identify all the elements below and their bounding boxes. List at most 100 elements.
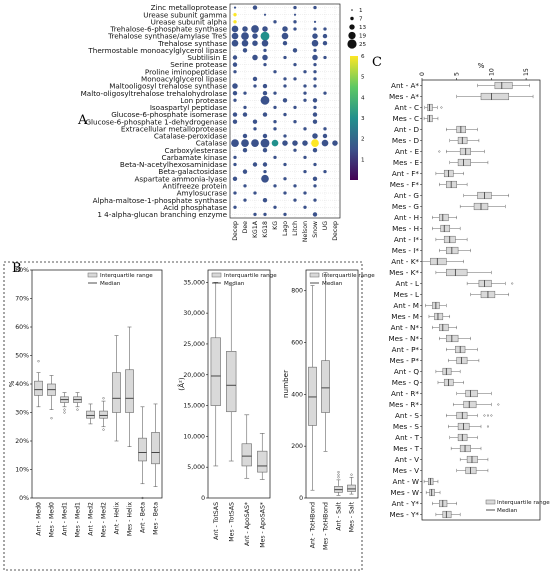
category-label: Ant - Beta <box>140 502 147 533</box>
dot-marker <box>233 98 237 102</box>
category-label: Mes - R* <box>389 400 420 409</box>
dot-marker <box>293 62 297 67</box>
dot-marker <box>283 191 287 195</box>
dot-marker <box>233 13 237 17</box>
iqr-box <box>442 367 452 376</box>
enzyme-label: Malto-oligosyltrehalose trehalohydrolase <box>81 89 228 98</box>
dot-marker <box>323 91 327 95</box>
enzyme-label: Trehalose-6-phosphate synthase <box>109 25 227 34</box>
iqr-box <box>138 437 147 462</box>
outlier <box>50 417 53 420</box>
dot-marker <box>231 25 239 33</box>
outlier <box>76 408 79 411</box>
dot-marker <box>232 55 238 60</box>
iqr-box <box>480 92 510 101</box>
dot-marker <box>313 105 317 110</box>
panel-b-middle-boxplot: 0 5,000 10,000 15,000 20,000 25,000 30,000 35,0… <box>177 269 277 548</box>
y-tick-label: 80% <box>15 267 29 274</box>
dot-marker <box>233 205 237 209</box>
enzyme-label: Subtilisin E <box>187 53 227 62</box>
dot-marker <box>273 120 277 124</box>
dot-marker <box>260 31 270 41</box>
y-tick-label: 15,000 <box>183 403 205 410</box>
category-label: Mes - V <box>393 466 420 475</box>
dot-marker <box>242 169 248 174</box>
dot-marker <box>303 91 307 95</box>
dot-marker <box>263 169 267 174</box>
enzyme-label: Trehalose synthase/amylase TreS <box>107 32 227 41</box>
iqr-box <box>99 410 108 419</box>
dot-marker <box>262 162 268 167</box>
iqr-box <box>86 410 95 419</box>
legend-swatch-iqr <box>485 499 496 505</box>
x-tick-label: 5 <box>454 72 461 76</box>
outlier <box>337 470 340 474</box>
dot-marker <box>262 133 268 139</box>
enzyme-label: Maltooligosyl trehalose synthase <box>109 82 227 91</box>
dot-marker <box>262 83 268 89</box>
category-label: Mes - G <box>392 202 419 211</box>
legend-swatch-iqr <box>211 272 222 278</box>
size-legend-dot <box>349 24 355 30</box>
enzyme-label: 1 4-alpha-glucan branching enzyme <box>97 210 227 219</box>
size-legend-label: 19 <box>359 34 367 40</box>
legend-label-median: Median <box>497 508 518 514</box>
iqr-box <box>446 268 468 277</box>
dot-marker <box>282 41 288 46</box>
dot-marker <box>232 119 238 124</box>
dot-marker <box>273 205 277 209</box>
category-label: Mes - N* <box>388 334 419 343</box>
category-label: Mes - C <box>392 114 419 123</box>
legend-label-median: Median <box>100 281 121 287</box>
outlier <box>102 428 105 431</box>
size-legend-dot <box>348 31 356 40</box>
panel-c-boxplot: % 0 5 10 15 Ant - A* Mes - A* Ant - C Mes - C Ant… <box>388 61 550 521</box>
enzyme-label: Amylosucrase <box>177 189 228 198</box>
iqr-box <box>430 257 447 266</box>
dot-marker <box>242 133 248 139</box>
dot-marker <box>303 98 307 102</box>
dot-marker <box>303 205 307 209</box>
y-tick-label: 10,000 <box>183 433 205 440</box>
dot-marker <box>243 91 247 95</box>
dot-marker <box>313 20 317 23</box>
category-label: Ant - I* <box>394 235 420 244</box>
dot-marker <box>303 155 307 160</box>
category-label: Ant - W <box>392 477 419 486</box>
legend-label-iqr: Interquartile range <box>224 273 277 279</box>
y-tick-label: 400 <box>291 391 303 398</box>
y-tick-label: 70% <box>15 296 29 303</box>
dot-marker <box>282 98 288 103</box>
dot-marker <box>293 184 297 188</box>
size-legend-dot <box>350 16 354 21</box>
iqr-box <box>112 372 121 413</box>
dot-marker <box>283 134 287 138</box>
y-tick-label: 600 <box>291 340 303 347</box>
dot-marker <box>313 62 317 67</box>
enzyme-label: Lon protease <box>180 96 227 105</box>
legend-label-iqr: Interquartile range <box>497 500 550 506</box>
dot-marker <box>243 198 247 202</box>
category-label: Mes - TotSAS <box>228 502 235 542</box>
category-label: Mes - T <box>393 444 420 453</box>
enzyme-label: Glucose-6-phosphate isomerase <box>111 110 227 119</box>
size-legend-label: 1 <box>359 8 363 14</box>
site-label: KG18 <box>262 221 269 238</box>
dot-marker <box>311 39 319 47</box>
category-label: Ant - Med1 <box>62 502 69 536</box>
category-label: Ant - Med2 <box>88 502 95 536</box>
y-tick-label: 0% <box>19 495 29 502</box>
dot-marker <box>252 119 258 124</box>
category-label: Ant - E <box>395 147 419 156</box>
dot-marker <box>323 127 327 131</box>
site-label: Snow <box>312 221 319 238</box>
dot-marker <box>312 176 318 181</box>
category-label: Ant - P* <box>392 345 420 354</box>
legend-label-median: Median <box>224 281 245 287</box>
legend-swatch-iqr <box>87 272 98 278</box>
dot-marker <box>243 105 247 110</box>
dot-marker <box>313 27 317 31</box>
dot-marker <box>241 139 249 147</box>
enzyme-label: Carboxylesterase <box>164 146 227 155</box>
iqr-box <box>347 484 356 492</box>
